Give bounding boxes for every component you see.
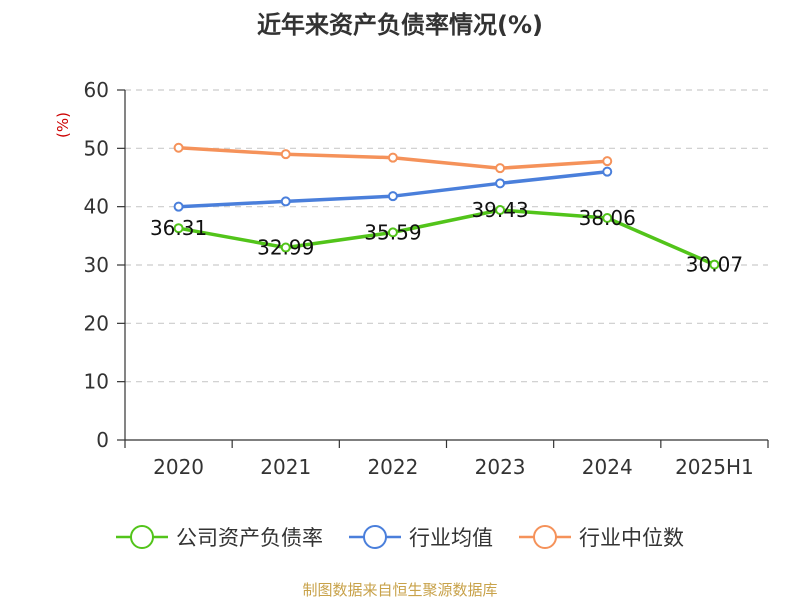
- legend-symbol-marker: [130, 525, 154, 549]
- data-point: [173, 201, 184, 212]
- legend-label: 公司资产负债率: [176, 526, 323, 550]
- data-point: [173, 223, 184, 234]
- data-label: 36.31: [150, 216, 207, 240]
- data-point: [495, 204, 506, 215]
- series-line: [176, 169, 610, 209]
- data-point: [280, 149, 291, 160]
- series-line: [176, 208, 717, 267]
- legend-label: 行业中位数: [579, 526, 684, 550]
- series-lines: [173, 142, 720, 270]
- legend-item: 行业中位数: [519, 525, 684, 550]
- data-point: [387, 191, 398, 202]
- y-tick-label: 50: [84, 136, 109, 160]
- data-point: [387, 227, 398, 238]
- legend: 公司资产负债率 行业均值 行业中位数: [116, 525, 684, 550]
- chart-title: 近年来资产负债率情况(%): [257, 11, 543, 39]
- data-label: 35.59: [364, 220, 421, 244]
- data-label: 39.43: [471, 198, 528, 222]
- data-point: [602, 166, 613, 177]
- data-point: [280, 242, 291, 253]
- x-tick-label: 2023: [475, 455, 526, 479]
- y-tick-label: 10: [84, 370, 109, 394]
- legend-symbol-marker: [533, 525, 557, 549]
- legend-label: 行业均值: [409, 526, 493, 550]
- source-note: 制图数据来自恒生聚源数据库: [302, 581, 497, 599]
- y-tick-label: 20: [84, 311, 109, 335]
- legend-symbol-marker: [363, 525, 387, 549]
- y-tick-label: 40: [84, 195, 109, 219]
- data-point: [387, 152, 398, 163]
- data-point: [280, 196, 291, 207]
- y-axis-unit-label: (%): [54, 112, 72, 138]
- axes: 0 10 20 30 40 50 60 2020 2021 2022 2023 2024 2025H1: [84, 78, 769, 479]
- x-tick-label: 2020: [153, 455, 204, 479]
- data-point: [602, 212, 613, 223]
- y-tick-label: 0: [96, 428, 109, 452]
- gridlines: [125, 89, 768, 383]
- y-tick-label: 30: [84, 253, 109, 277]
- data-label: 38.06: [579, 206, 636, 230]
- data-point: [709, 259, 720, 270]
- data-label: 32.99: [257, 236, 314, 260]
- data-label: 30.07: [686, 253, 743, 277]
- legend-item: 公司资产负债率: [116, 525, 323, 550]
- data-point: [173, 142, 184, 153]
- data-labels: 36.31 32.99 35.59 39.43 38.06 30.07: [150, 198, 743, 277]
- x-tick-label: 2021: [260, 455, 311, 479]
- data-point: [495, 163, 506, 174]
- y-tick-label: 60: [84, 78, 109, 102]
- x-tick-label: 2022: [367, 455, 418, 479]
- legend-item: 行业均值: [349, 525, 493, 550]
- x-tick-label: 2024: [582, 455, 633, 479]
- data-point: [602, 156, 613, 167]
- x-tick-label: 2025H1: [675, 455, 754, 479]
- data-point: [495, 178, 506, 189]
